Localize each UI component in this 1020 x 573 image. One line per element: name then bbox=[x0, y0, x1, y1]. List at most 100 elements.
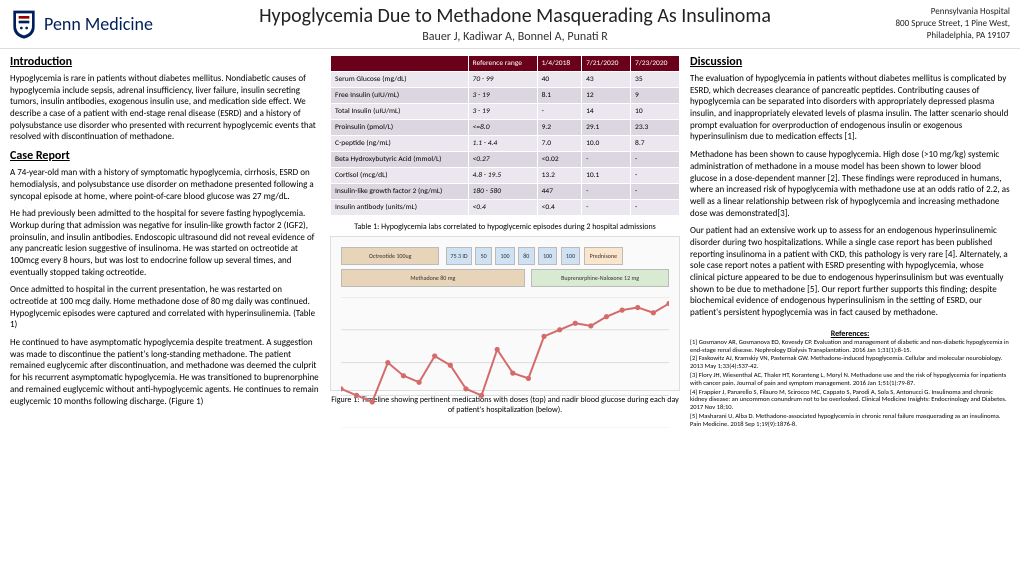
table-cell: <0.4 bbox=[537, 200, 581, 216]
table-row: Free Insulin (uIU/mL)3 - 198.1129 bbox=[331, 88, 680, 104]
table-header: 7/23/2020 bbox=[631, 56, 680, 72]
left-column: Introduction Hypoglycemia is rare in pat… bbox=[10, 55, 320, 567]
medication-bar: 50 bbox=[475, 247, 491, 265]
table-header: 1/4/2018 bbox=[537, 56, 581, 72]
reference-item: [5] Masharani U, Alba D. Methadone-assoc… bbox=[690, 413, 1010, 429]
case-p4: He continued to have asymptomatic hypogl… bbox=[10, 337, 320, 407]
table-row: Total Insulin (uIU/mL)3 - 19-1410 bbox=[331, 104, 680, 120]
table-cell: - bbox=[631, 168, 680, 184]
case-heading: Case Report bbox=[10, 149, 320, 163]
middle-column: Reference range1/4/20187/21/20207/23/202… bbox=[330, 55, 680, 567]
figure-1: Octreotide 100ug Methadone 80 mg 75 3 ID50… bbox=[330, 236, 680, 391]
labs-table: Reference range1/4/20187/21/20207/23/202… bbox=[330, 55, 680, 216]
table-cell: - bbox=[631, 200, 680, 216]
table-cell: <=8.0 bbox=[468, 120, 537, 136]
table-cell: Cortisol (mcg/dL) bbox=[331, 168, 469, 184]
logo-area: Penn Medicine bbox=[10, 8, 210, 40]
table-row: C-peptide (ng/mL)1.1 - 4.47.010.08.7 bbox=[331, 136, 680, 152]
table-cell: 447 bbox=[537, 184, 581, 200]
table-cell: 8.1 bbox=[537, 88, 581, 104]
table-header bbox=[331, 56, 469, 72]
table-cell: 7.0 bbox=[537, 136, 581, 152]
table-caption: Table 1: Hypoglycemia labs correlated to… bbox=[330, 222, 680, 232]
table-row: Beta Hydroxybutyric Acid (mmol/L)<0.27<0… bbox=[331, 152, 680, 168]
table-cell: - bbox=[582, 184, 631, 200]
table-cell: 10.1 bbox=[582, 168, 631, 184]
table-row: Serum Glucose (mg/dL)70 - 99404335 bbox=[331, 72, 680, 88]
table-cell: 9.2 bbox=[537, 120, 581, 136]
affil-line: Philadelphia, PA 19107 bbox=[820, 30, 1010, 42]
table-cell: <0.02 bbox=[537, 152, 581, 168]
reference-item: [1] Gosmanov AR, Gosmanova EO, Kovesdy C… bbox=[690, 339, 1010, 355]
medication-bar: Octreotide 100ug bbox=[341, 247, 439, 265]
poster-title: Hypoglycemia Due to Methadone Masqueradi… bbox=[210, 4, 820, 28]
intro-text: Hypoglycemia is rare in patients without… bbox=[10, 73, 320, 143]
table-cell: 29.1 bbox=[582, 120, 631, 136]
table-cell: 12 bbox=[582, 88, 631, 104]
medication-bar: 80 bbox=[518, 247, 534, 265]
disc-p3: Our patient had an extensive work up to … bbox=[690, 225, 1010, 319]
case-p3: Once admitted to hospital in the current… bbox=[10, 284, 320, 331]
table-cell: <0.27 bbox=[468, 152, 537, 168]
header: Penn Medicine Hypoglycemia Due to Methad… bbox=[0, 0, 1020, 49]
table-row: Proinsulin (pmol/L)<=8.09.229.123.3 bbox=[331, 120, 680, 136]
table-cell: 10 bbox=[631, 104, 680, 120]
table-cell: Insulin antibody (units/mL) bbox=[331, 200, 469, 216]
case-p1: A 74-year-old man with a history of symp… bbox=[10, 167, 320, 202]
table-cell: - bbox=[582, 152, 631, 168]
title-area: Hypoglycemia Due to Methadone Masqueradi… bbox=[210, 4, 820, 44]
table-cell: - bbox=[631, 152, 680, 168]
table-cell: 3 - 19 bbox=[468, 88, 537, 104]
table-row: Insulin antibody (units/mL)<0.4<0.4-- bbox=[331, 200, 680, 216]
affil-line: Pennsylvania Hospital bbox=[820, 6, 1010, 18]
table-cell: 4.8 - 19.5 bbox=[468, 168, 537, 184]
table-cell: <0.4 bbox=[468, 200, 537, 216]
table-cell: 1.1 - 4.4 bbox=[468, 136, 537, 152]
medication-bar: 100 bbox=[495, 247, 515, 265]
table-cell: Total Insulin (uIU/mL) bbox=[331, 104, 469, 120]
table-cell: - bbox=[537, 104, 581, 120]
table-cell: 8.7 bbox=[631, 136, 680, 152]
table-cell: Insulin-like growth factor 2 (ng/mL) bbox=[331, 184, 469, 200]
medication-bar: 75 3 ID bbox=[446, 247, 472, 265]
affil-line: 800 Spruce Street, 1 Pine West, bbox=[820, 18, 1010, 30]
references-list: [1] Gosmanov AR, Gosmanova EO, Kovesdy C… bbox=[690, 339, 1010, 430]
institution-name: Penn Medicine bbox=[44, 13, 153, 35]
reference-item: [2] Faskowitz AJ, Kramskiy VN, Pasternak… bbox=[690, 355, 1010, 371]
penn-shield-icon bbox=[10, 8, 38, 40]
table-cell: 43 bbox=[582, 72, 631, 88]
table-cell: 14 bbox=[582, 104, 631, 120]
reference-item: [3] Flory JH, Wiesenthal AC, Thaler HT, … bbox=[690, 372, 1010, 388]
medication-timeline: Octreotide 100ug Methadone 80 mg 75 3 ID50… bbox=[341, 247, 669, 292]
disc-p2: Methadone has been shown to cause hypogl… bbox=[690, 149, 1010, 219]
medication-bar: 100 bbox=[561, 247, 581, 265]
table-cell: 35 bbox=[631, 72, 680, 88]
table-header: Reference range bbox=[468, 56, 537, 72]
table-row: Cortisol (mcg/dL)4.8 - 19.513.210.1- bbox=[331, 168, 680, 184]
table-cell: - bbox=[631, 184, 680, 200]
medication-bar: 100 bbox=[538, 247, 558, 265]
intro-heading: Introduction bbox=[10, 55, 320, 69]
table-cell: C-peptide (ng/mL) bbox=[331, 136, 469, 152]
medication-bar: Prednisone bbox=[584, 247, 623, 265]
table-row: Insulin-like growth factor 2 (ng/mL)180 … bbox=[331, 184, 680, 200]
table-cell: 70 - 99 bbox=[468, 72, 537, 88]
table-cell: 10.0 bbox=[582, 136, 631, 152]
table-cell: - bbox=[582, 200, 631, 216]
table-cell: 13.2 bbox=[537, 168, 581, 184]
affiliation: Pennsylvania Hospital 800 Spruce Street,… bbox=[820, 6, 1010, 41]
disc-p1: The evaluation of hypoglycemia in patien… bbox=[690, 73, 1010, 143]
table-cell: 180 - 580 bbox=[468, 184, 537, 200]
case-p2: He had previously been admitted to the h… bbox=[10, 208, 320, 278]
glucose-line-chart bbox=[341, 297, 669, 428]
table-cell: 3 - 19 bbox=[468, 104, 537, 120]
table-header: 7/21/2020 bbox=[582, 56, 631, 72]
table-cell: Serum Glucose (mg/dL) bbox=[331, 72, 469, 88]
medication-bar: Methadone 80 mg bbox=[341, 269, 525, 287]
right-column: Discussion The evaluation of hypoglycemi… bbox=[690, 55, 1010, 567]
body: Introduction Hypoglycemia is rare in pat… bbox=[0, 49, 1020, 573]
authors: Bauer J, Kadiwar A, Bonnel A, Punati R bbox=[210, 30, 820, 44]
table-cell: 9 bbox=[631, 88, 680, 104]
poster: Penn Medicine Hypoglycemia Due to Methad… bbox=[0, 0, 1020, 573]
table-cell: Proinsulin (pmol/L) bbox=[331, 120, 469, 136]
